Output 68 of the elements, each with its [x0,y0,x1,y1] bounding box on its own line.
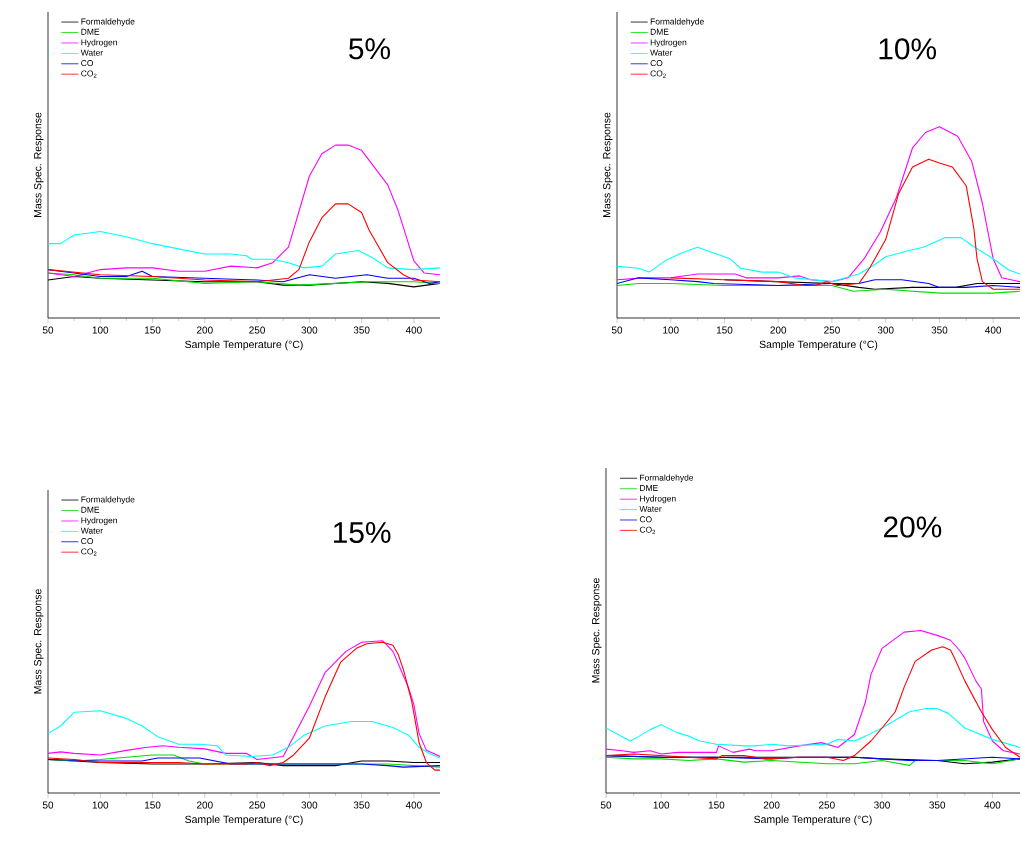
x-tick-label: 50 [611,326,623,334]
legend-label: CO [81,538,94,545]
legend-label: CO$_{2}$ [639,526,656,534]
chart-title: 15% [333,521,391,544]
x-axis-title: Sample Temperature (°C) [754,815,872,826]
legend-label: CO$_{2}$ [81,70,97,78]
y-axis-title: Mass Spec. Response [592,578,602,683]
x-tick-label: 250 [249,326,265,334]
x-tick-label: 400 [405,326,422,334]
legend-label: Formaldehyde [81,496,135,505]
x-tick-label: 100 [92,326,109,334]
x-tick-label: 250 [824,326,840,334]
legend-label: Formaldehyde [640,474,694,483]
legend-label: Hydrogen [81,517,117,526]
x-axis-title: Sample Temperature (°C) [759,340,878,351]
legend-label: Hydrogen [640,495,676,504]
legend-label: Water [80,49,103,56]
legend-label: DME [650,28,669,35]
x-tick-label: 250 [249,801,265,809]
x-tick-label: 200 [770,326,787,334]
x-tick-label: 400 [985,326,1002,334]
legend-label: DME [81,28,100,35]
legend-label: Hydrogen [650,39,687,48]
x-tick-label: 300 [301,801,318,809]
legend-label: Water [639,505,662,512]
legend-label: Hydrogen [81,39,117,48]
legend-label: CO [81,60,94,67]
chart-title: 20% [883,516,942,538]
x-tick-label: 150 [144,326,161,334]
x-tick-label: 200 [196,326,213,334]
x-tick-label: 200 [763,801,780,809]
legend-label: CO$_{2}$ [650,70,666,78]
x-tick-label: 200 [196,801,213,809]
x-axis-title: Sample Temperature (°C) [185,815,303,826]
x-tick-label: 150 [716,326,733,334]
y-axis-title: Mass Spec. Response [34,589,44,694]
x-axis-title: Sample Temperature (°C) [185,340,303,351]
x-tick-label: 100 [653,801,670,809]
x-tick-label: 50 [42,801,54,809]
chart-title: 5% [349,38,390,60]
legend-label: DME [81,506,100,513]
x-tick-label: 400 [405,801,422,809]
x-tick-label: 300 [874,801,890,809]
x-tick-label: 350 [931,326,948,334]
legend-label: Water [80,527,103,534]
legend-label: Formaldehyde [650,18,704,27]
x-tick-label: 350 [353,801,370,809]
legend-label: Water [650,49,673,56]
x-tick-label: 100 [663,326,679,334]
x-tick-label: 50 [600,801,612,809]
legend-label: CO$_{2}$ [81,548,97,556]
x-tick-label: 350 [353,326,370,334]
y-axis-title: Mass Spec. Response [603,112,613,217]
x-tick-label: 50 [42,326,54,334]
x-tick-label: 150 [144,801,161,809]
legend-label: CO [650,60,663,67]
x-tick-label: 300 [877,326,894,334]
y-axis-title: Mass Spec. Response [34,112,44,217]
x-tick-label: 250 [819,801,835,809]
legend-label: CO [639,516,652,523]
chart-title: 10% [879,38,937,60]
legend-label: DME [640,485,658,491]
legend-label: Formaldehyde [81,18,135,27]
x-tick-label: 350 [929,801,946,809]
x-tick-label: 150 [708,801,725,809]
x-tick-label: 400 [984,801,1001,809]
x-tick-label: 100 [92,801,109,809]
x-tick-label: 300 [301,326,318,334]
